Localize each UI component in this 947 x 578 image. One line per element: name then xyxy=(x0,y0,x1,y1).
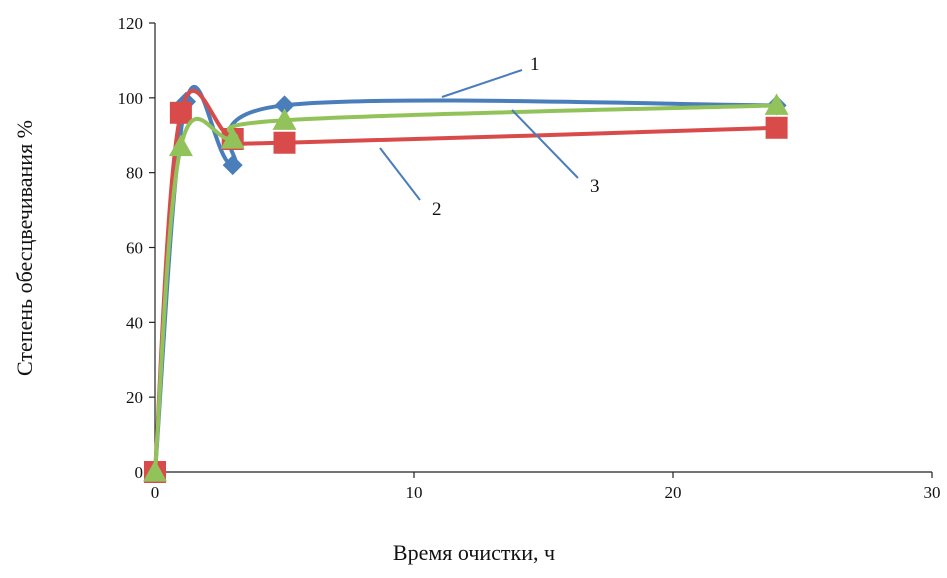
series-3-point xyxy=(168,134,193,157)
y-tick-label: 100 xyxy=(118,89,144,108)
callout-2-leader xyxy=(379,147,421,201)
y-tick-label: 20 xyxy=(126,388,143,407)
series-layer xyxy=(143,85,789,483)
callout-1-label: 1 xyxy=(530,54,540,75)
series-1-point xyxy=(222,155,243,176)
callout-2-label: 2 xyxy=(432,199,442,220)
series-2-line xyxy=(153,89,777,473)
y-tick-label: 60 xyxy=(126,239,143,258)
series-2-point xyxy=(273,131,296,154)
x-tick-label: 20 xyxy=(665,483,682,502)
x-axis: 0 10 20 30 xyxy=(151,471,941,502)
series-2-point xyxy=(765,116,788,139)
series-3 xyxy=(143,93,789,482)
callout-layer: 1 2 3 xyxy=(379,54,600,220)
series-2-point xyxy=(169,101,192,124)
series-3-point xyxy=(764,93,789,115)
series-2 xyxy=(144,89,788,483)
y-axis: 0 20 40 60 80 100 120 xyxy=(118,14,156,482)
y-tick-label: 40 xyxy=(126,313,143,332)
callout-1-leader xyxy=(441,69,523,98)
x-tick-label: 10 xyxy=(406,483,423,502)
series-3-point xyxy=(272,108,297,130)
series-3-line xyxy=(153,103,777,473)
y-axis-title: Степень обесцвечивания % xyxy=(12,120,37,376)
x-tick-label: 0 xyxy=(151,483,160,502)
y-tick-label: 0 xyxy=(135,463,144,482)
series-3-point xyxy=(220,126,245,149)
series-3-point xyxy=(143,460,167,482)
y-tick-label: 80 xyxy=(126,164,143,183)
callout-3-label: 3 xyxy=(590,176,600,197)
y-tick-label: 120 xyxy=(118,14,144,33)
callout-3-leader xyxy=(511,109,579,179)
x-tick-label: 30 xyxy=(924,483,941,502)
series-1-point xyxy=(274,95,295,116)
x-axis-title: Время очистки, ч xyxy=(393,540,555,565)
